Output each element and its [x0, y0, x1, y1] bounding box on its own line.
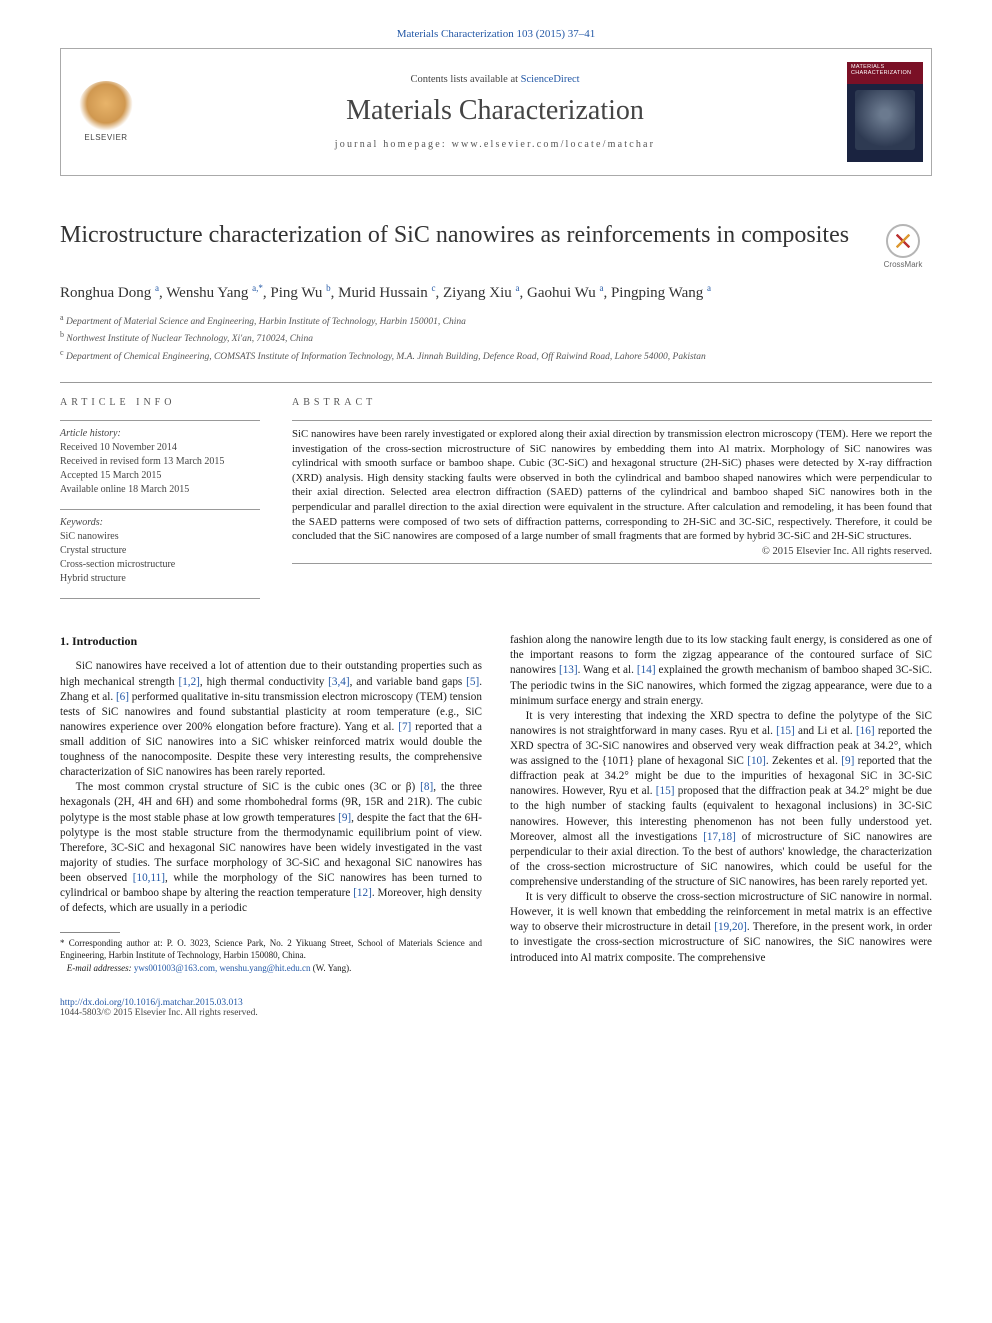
body-two-column: 1. Introduction SiC nanowires have recei… [60, 633, 932, 973]
history-line: Accepted 15 March 2015 [60, 469, 260, 483]
section-heading: 1. Introduction [60, 633, 482, 649]
abstract-label: ABSTRACT [292, 397, 932, 408]
keywords-block: Keywords: SiC nanowires Crystal structur… [60, 516, 260, 586]
body-paragraph: SiC nanowires have received a lot of att… [60, 659, 482, 780]
authors-line: Ronghua Dong a, Wenshu Yang a,*, Ping Wu… [60, 283, 932, 302]
page-footer: http://dx.doi.org/10.1016/j.matchar.2015… [60, 998, 932, 1018]
footnote-text: Corresponding author at: P. O. 3023, Sci… [60, 938, 482, 960]
divider [292, 420, 932, 421]
email-label: E-mail addresses: [67, 963, 132, 973]
crossmark-label: CrossMark [874, 260, 932, 269]
divider [60, 509, 260, 510]
corresponding-author-footnote: * Corresponding author at: P. O. 3023, S… [60, 937, 482, 973]
article-history: Article history: Received 10 November 20… [60, 427, 260, 497]
affiliation: b Northwest Institute of Nuclear Technol… [60, 329, 932, 346]
elsevier-logo-icon: ELSEVIER [79, 81, 133, 143]
keyword: SiC nanowires [60, 530, 260, 544]
body-paragraph: It is very difficult to observe the cros… [510, 890, 932, 966]
keyword: Cross-section microstructure [60, 558, 260, 572]
affiliation: a Department of Material Science and Eng… [60, 312, 932, 329]
contents-line: Contents lists available at ScienceDirec… [410, 74, 579, 85]
divider [292, 563, 932, 564]
abstract-column: ABSTRACT SiC nanowires have been rarely … [292, 397, 932, 605]
journal-header: ELSEVIER Contents lists available at Sci… [60, 48, 932, 176]
divider [60, 382, 932, 383]
history-line: Received in revised form 13 March 2015 [60, 455, 260, 469]
history-line: Received 10 November 2014 [60, 441, 260, 455]
abstract-text: SiC nanowires have been rarely investiga… [292, 427, 932, 544]
body-paragraph: The most common crystal structure of SiC… [60, 780, 482, 916]
footnote-block: * Corresponding author at: P. O. 3023, S… [60, 932, 482, 973]
keyword: Hybrid structure [60, 572, 260, 586]
top-citation: Materials Characterization 103 (2015) 37… [60, 28, 932, 40]
history-label: Article history: [60, 427, 260, 441]
journal-name: Materials Characterization [346, 95, 644, 127]
homepage-url[interactable]: www.elsevier.com/locate/matchar [452, 139, 656, 150]
affiliations: a Department of Material Science and Eng… [60, 312, 932, 364]
body-paragraph: fashion along the nanowire length due to… [510, 633, 932, 709]
contents-prefix: Contents lists available at [410, 74, 520, 85]
body-paragraph: It is very interesting that indexing the… [510, 709, 932, 890]
keyword: Crystal structure [60, 544, 260, 558]
issn-copyright: 1044-5803/© 2015 Elsevier Inc. All right… [60, 1008, 932, 1018]
homepage-label: journal homepage: [335, 139, 452, 150]
doi-link[interactable]: http://dx.doi.org/10.1016/j.matchar.2015… [60, 998, 932, 1008]
crossmark-badge[interactable]: CrossMark [874, 224, 932, 269]
history-line: Available online 18 March 2015 [60, 483, 260, 497]
publisher-logo-cell: ELSEVIER [61, 49, 151, 175]
journal-cover-icon: MATERIALS CHARACTERIZATION [847, 62, 923, 162]
divider [60, 598, 260, 599]
footnote-marker: * [60, 938, 65, 948]
cover-title: MATERIALS CHARACTERIZATION [851, 64, 923, 76]
journal-cover-cell: MATERIALS CHARACTERIZATION [839, 49, 931, 175]
article-title: Microstructure characterization of SiC n… [60, 220, 862, 250]
sciencedirect-link[interactable]: ScienceDirect [521, 74, 580, 85]
affiliation: c Department of Chemical Engineering, CO… [60, 347, 932, 364]
publisher-name: ELSEVIER [79, 133, 133, 142]
crossmark-icon [886, 224, 920, 258]
footnote-rule [60, 932, 120, 933]
article-info-label: ARTICLE INFO [60, 397, 260, 408]
footnote-emails[interactable]: yws001003@163.com, wenshu.yang@hit.edu.c… [134, 963, 311, 973]
divider [60, 420, 260, 421]
footnote-suffix: (W. Yang). [313, 963, 352, 973]
header-center: Contents lists available at ScienceDirec… [151, 49, 839, 175]
keywords-label: Keywords: [60, 516, 260, 530]
article-info-column: ARTICLE INFO Article history: Received 1… [60, 397, 260, 605]
journal-homepage: journal homepage: www.elsevier.com/locat… [335, 139, 655, 150]
abstract-copyright: © 2015 Elsevier Inc. All rights reserved… [292, 546, 932, 557]
